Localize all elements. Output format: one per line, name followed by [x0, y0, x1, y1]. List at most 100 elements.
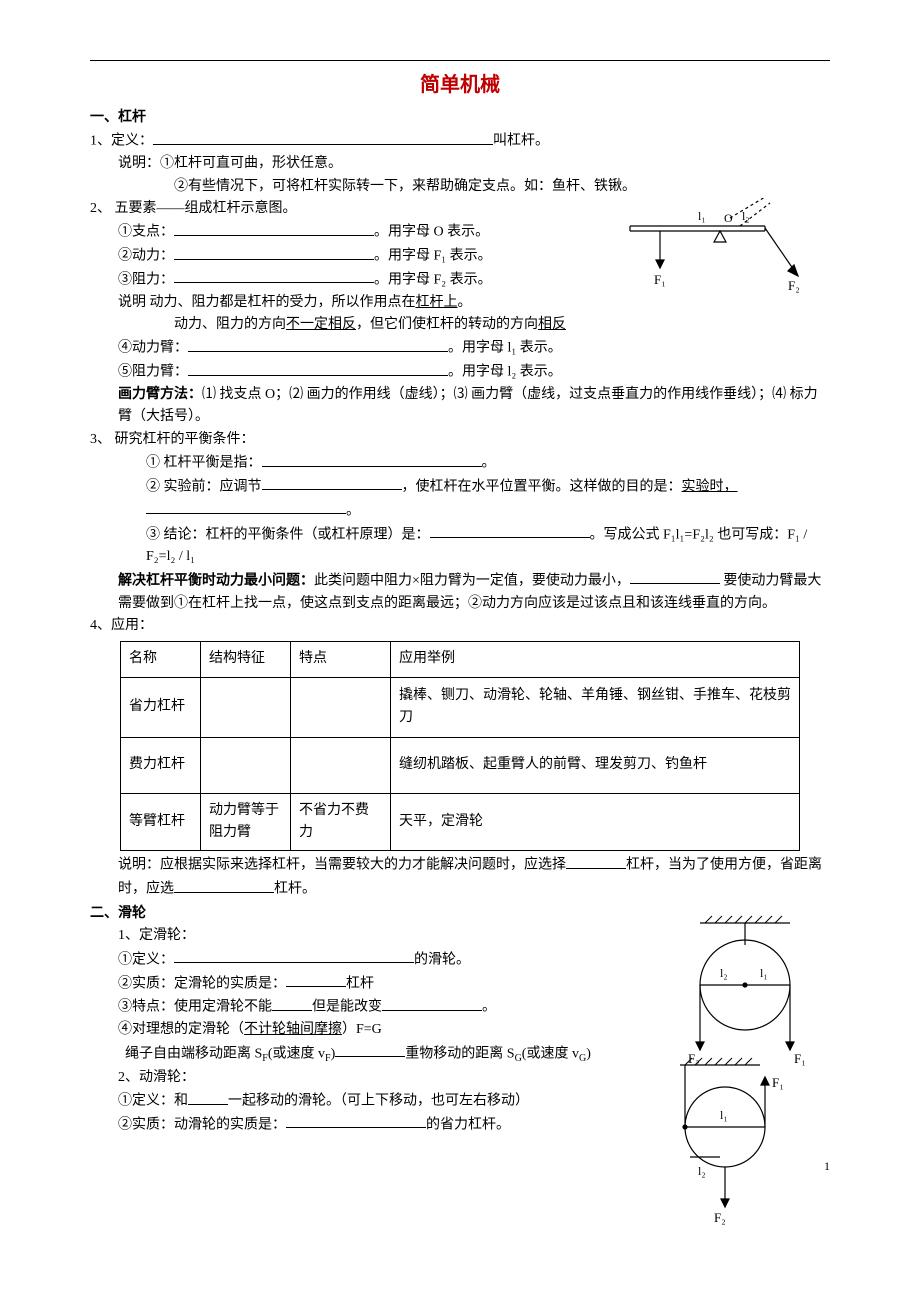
- note1c: 。: [458, 295, 472, 310]
- lever-application-table: 名称 结构特征 特点 应用举例 省力杠杆 撬棒、铡刀、动滑轮、轮轴、羊角锤、钢丝…: [120, 641, 800, 851]
- e5-label: ⑤阻力臂：: [118, 365, 188, 380]
- fp-feat-mid: 但是能改变: [312, 1000, 382, 1015]
- def-label: 1、定义：: [90, 134, 153, 149]
- fp-ess-suffix: 杠杆: [346, 976, 374, 991]
- page-title: 简单机械: [90, 69, 830, 101]
- e4-blank: [188, 336, 448, 351]
- mp-ess-suffix: 的省力杠杆。: [426, 1117, 510, 1132]
- mp-def-blank: [188, 1089, 228, 1104]
- e1-blank: [174, 220, 374, 235]
- e2-suffix: 。用字母 F₁ 表示。: [374, 249, 492, 264]
- c3-blank: [430, 523, 590, 538]
- draw-method: 画力臂方法：⑴ 找支点 O；⑵ 画力的作用线（虚线）；⑶ 画力臂（虚线，过支点垂…: [90, 384, 830, 429]
- td: 缝纫机踏板、起重臂人的前臂、理发剪刀、钓鱼杆: [391, 737, 800, 793]
- fp-l2: l₂: [720, 966, 728, 980]
- cond-3: ③ 结论：杠杆的平衡条件（或杠杆原理）是：。写成公式 F₁l₁=F₂l₂ 也可写…: [90, 523, 830, 569]
- item4: 4、应用：: [90, 615, 830, 637]
- c2-mid: ，使杠杆在水平位置平衡。这样做的目的是：: [402, 479, 682, 494]
- fp-l1: l₁: [760, 966, 768, 980]
- fp-4b: ）F=G: [342, 1022, 382, 1037]
- td: [201, 677, 291, 737]
- td: [291, 677, 391, 737]
- lever-O-label: O: [724, 211, 733, 225]
- note1b: 杠杆上: [416, 295, 458, 310]
- movable-pulley-diagram: l₁ l₂ F₁ F₂: [650, 1057, 820, 1227]
- fp-4u: 不计轮轴间摩擦: [244, 1022, 342, 1037]
- fp-5blank: [335, 1042, 405, 1057]
- e3-label: ③阻力：: [118, 272, 174, 287]
- note2d: 相反: [538, 317, 566, 332]
- td: 省力杠杆: [121, 677, 201, 737]
- mp-ess-blank: [286, 1113, 426, 1128]
- td: 不省力不费力: [291, 793, 391, 851]
- note2b: 不一定相反: [286, 317, 356, 332]
- draw-label: 画力臂方法：: [118, 387, 202, 402]
- explain-1-text: ①杠杆可直可曲，形状任意。: [160, 156, 342, 171]
- c1-blank: [262, 451, 482, 466]
- e5-suffix: 。用字母 l₂ 表示。: [448, 365, 562, 380]
- mp-l2: l₂: [698, 1164, 706, 1178]
- mp-def-suffix: 一起移动的滑轮。（可上下移动，也可左右移动）: [228, 1094, 529, 1109]
- c2-label: ② 实验前：应调节: [146, 479, 262, 494]
- mp-F1: F₁: [772, 1075, 784, 1090]
- cond-2: ② 实验前：应调节 ，使杠杆在水平位置平衡。这样做的目的是：实验时， 。: [90, 475, 830, 523]
- e3-blank: [174, 268, 374, 283]
- note1a: 说明 动力、阻力都是杠杆的受力，所以作用点在: [118, 295, 416, 310]
- th-example: 应用举例: [391, 642, 800, 677]
- th-name: 名称: [121, 642, 201, 677]
- table-row: 省力杠杆 撬棒、铡刀、动滑轮、轮轴、羊角锤、钢丝钳、手推车、花枝剪刀: [121, 677, 800, 737]
- c1-label: ① 杠杆平衡是指：: [146, 456, 262, 471]
- th-feature: 特点: [291, 642, 391, 677]
- td: 动力臂等于阻力臂: [201, 793, 291, 851]
- explain-2: ②有些情况下，可将杠杆实际转一下，来帮助确定支点。如：鱼杆、铁锹。: [90, 176, 830, 198]
- td: [291, 737, 391, 793]
- e5-blank: [188, 360, 448, 375]
- solve-label: 解决杠杆平衡时动力最小问题：: [118, 573, 314, 588]
- tn-blank2: [174, 877, 274, 892]
- fp-5b: (或速度 v: [268, 1046, 325, 1061]
- e1-suffix: 。用字母 O 表示。: [374, 225, 489, 240]
- fp-5a: 绳子自由端移动距离 S: [125, 1046, 262, 1061]
- section-lever-heading: 一、杠杆: [90, 107, 830, 129]
- element-load-arm: ⑤阻力臂： 。用字母 l₂ 表示。: [90, 360, 830, 384]
- page-number: 1: [824, 1157, 830, 1176]
- solve-text: 此类问题中阻力×阻力臂为一定值，要使动力最小，: [314, 573, 630, 588]
- c2-blank1: [262, 475, 402, 490]
- top-rule: [90, 60, 830, 61]
- fp-feat-b2: [382, 995, 482, 1010]
- e4-label: ④动力臂：: [118, 341, 188, 356]
- note2a: 动力、阻力的方向: [174, 317, 286, 332]
- fp-feat-b1: [272, 995, 312, 1010]
- mp-def-label: ①定义：和: [118, 1094, 188, 1109]
- fp-5e: (或速度 v: [522, 1046, 579, 1061]
- fp-def-label: ①定义：: [118, 952, 174, 967]
- c2-end: 。: [346, 503, 360, 518]
- cond-1: ① 杠杆平衡是指： 。: [90, 451, 830, 475]
- table-note-a: 说明：应根据实际来选择杠杆，当需要较大的力才能解决问题时，应选择: [118, 858, 566, 873]
- fp-feat-label: ③特点：使用定滑轮不能: [118, 1000, 272, 1015]
- tn-blank1: [566, 853, 626, 868]
- c2-blank2: [146, 499, 346, 514]
- note2c: ，但它们使杠杆的转动的方向: [356, 317, 538, 332]
- c1-end: 。: [482, 456, 496, 471]
- fp-5f: ): [586, 1046, 591, 1061]
- c2-u: 实验时，: [682, 479, 738, 494]
- td: 等臂杠杆: [121, 793, 201, 851]
- explain-label: 说明：: [118, 156, 160, 171]
- solve-blank: [630, 569, 720, 584]
- lever-l2-label: l₂: [742, 209, 750, 223]
- th-struct: 结构特征: [201, 642, 291, 677]
- element-note2: 动力、阻力的方向不一定相反，但它们使杠杆的转动的方向相反: [90, 314, 830, 336]
- lever-F1-label: F₁: [654, 272, 666, 287]
- e2-label: ②动力：: [118, 249, 174, 264]
- td: 天平，定滑轮: [391, 793, 800, 851]
- fp-5d: 重物移动的距离 S: [405, 1046, 514, 1061]
- def-blank: [153, 129, 493, 144]
- td: [201, 737, 291, 793]
- fp-feat-end: 。: [482, 1000, 496, 1015]
- draw-text: ⑴ 找支点 O；⑵ 画力的作用线（虚线）；⑶ 画力臂（虚线，过支点垂直力的作用线…: [118, 387, 818, 424]
- e4-suffix: 。用字母 l₁ 表示。: [448, 341, 562, 356]
- table-note: 说明：应根据实际来选择杠杆，当需要较大的力才能解决问题时，应选择杠杆，当为了使用…: [90, 853, 830, 901]
- table-row: 费力杠杆 缝纫机踏板、起重臂人的前臂、理发剪刀、钓鱼杆: [121, 737, 800, 793]
- table-note-c: 杠杆。: [274, 882, 316, 897]
